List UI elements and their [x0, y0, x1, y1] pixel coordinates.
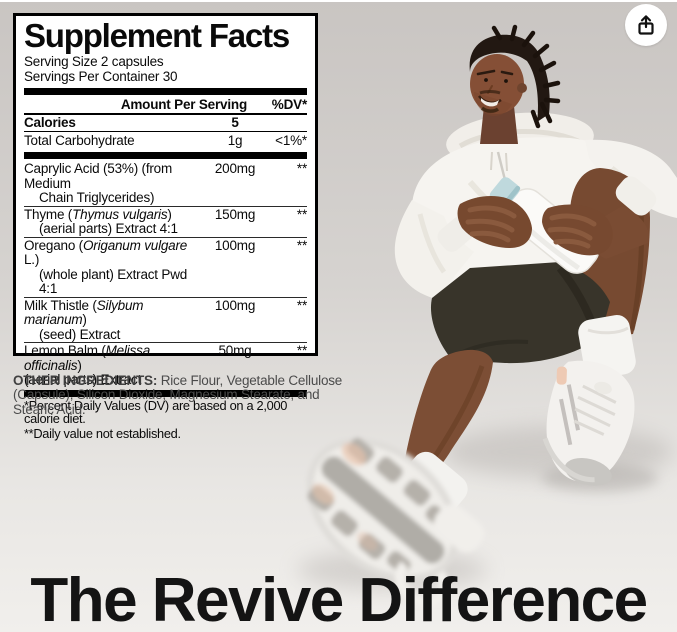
latin-name: Thymus vulgaris [72, 206, 168, 222]
model-figure [306, 24, 677, 608]
divider-bar [24, 88, 307, 95]
name-text: Milk Thistle ( [24, 297, 97, 313]
ingredient-name: Lemon Balm (Melissa officinalis) (aerial… [24, 343, 195, 388]
name-text: Oregano ( [24, 237, 83, 253]
servings-per-container: Servings Per Container 30 [24, 69, 178, 84]
carb-dv: <1%* [275, 133, 307, 148]
ingredient-dv: ** [296, 237, 307, 253]
ingredient-row: Thyme (Thymus vulgaris) (aerial parts) E… [24, 205, 307, 237]
name-line2: (aerial parts) Extract [24, 372, 142, 387]
ingredient-dv: ** [296, 297, 307, 313]
share-button[interactable] [625, 4, 667, 46]
ingredient-dv: ** [296, 161, 307, 176]
ingredient-dv: ** [296, 343, 307, 358]
ingredient-name: Caprylic Acid (53%) (from Medium Chain T… [24, 161, 195, 206]
divider-bar [24, 152, 307, 159]
other-ingredients-label: OTHER INGREDIENTS: [13, 372, 158, 388]
ingredient-name: Milk Thistle (Silybum marianum) (seed) E… [24, 298, 195, 343]
table-header-row: Amount Per Serving %DV* [24, 97, 307, 115]
latin-name: Silybum marianum [24, 297, 144, 327]
divider-bar [24, 389, 307, 397]
carbohydrate-row: Total Carbohydrate 1g <1%* [24, 132, 307, 149]
ingredient-row: Milk Thistle (Silybum marianum) (seed) E… [24, 296, 307, 343]
name-text: ) [77, 357, 82, 373]
name-line2: (whole plant) Extract Pwd 4:1 [39, 266, 188, 296]
name-line2: (aerial parts) Extract 4:1 [39, 221, 178, 236]
calories-label: Calories [24, 115, 76, 130]
panel-title: Supplement Facts [24, 17, 290, 54]
foreground-sneaker [306, 438, 485, 608]
name-text: ) [82, 312, 87, 327]
name-text: L.) [24, 252, 40, 267]
ingredient-row: Lemon Balm (Melissa officinalis) (aerial… [24, 342, 307, 388]
name-line2: Chain Triglycerides) [39, 190, 155, 205]
headline: The Revive Difference [30, 566, 648, 632]
name-text: Lemon Balm ( [24, 343, 106, 358]
name-line2: (seed) Extract [39, 326, 121, 342]
header-dv: %DV* [271, 97, 307, 112]
ingredient-row: Caprylic Acid (53%) (from Medium Chain T… [24, 161, 307, 206]
ingredient-amount: 200mg [214, 161, 256, 176]
latin-name: Melissa officinalis [24, 343, 151, 373]
ingredient-amount: 50mg [218, 343, 252, 358]
ingredient-dv: ** [296, 206, 307, 222]
header-amount: Amount Per Serving [120, 97, 247, 112]
serving-size: Serving Size 2 capsules [24, 54, 164, 69]
ingredient-amount: 100mg [214, 237, 256, 253]
calories-row: Calories 5 [24, 115, 307, 132]
ingredient-amount: 100mg [214, 297, 256, 313]
supplement-facts-panel: Supplement Facts Serving Size 2 capsules… [13, 13, 318, 440]
name-text: Caprylic Acid (53%) (from Medium [24, 161, 173, 191]
carb-label: Total Carbohydrate [24, 133, 135, 148]
footnote-dv: *Percent Daily Values (DV) are based on … [24, 397, 288, 426]
ingredient-name: Oregano (Origanum vulgare L.) (whole pla… [24, 238, 195, 297]
calories-dv-empty [275, 115, 307, 131]
ingredient-name: Thyme (Thymus vulgaris) (aerial parts) E… [24, 207, 195, 237]
calories-value: 5 [231, 115, 239, 130]
name-text: Thyme ( [24, 206, 73, 222]
share-icon [638, 15, 654, 35]
name-text: ) [167, 206, 172, 222]
ingredient-amount: 150mg [214, 206, 256, 222]
footnote-not-established: **Daily value not established. [24, 425, 181, 441]
right-sneaker [542, 360, 635, 486]
carb-amount: 1g [227, 133, 243, 148]
other-ingredients: OTHER INGREDIENTS: Rice Flour, Vegetable… [13, 372, 353, 418]
other-ingredients-text: Rice Flour, Vegetable Cellulose (Capsule… [13, 372, 343, 417]
latin-name: Origanum vulgare [82, 237, 188, 253]
ingredient-row: Oregano (Origanum vulgare L.) (whole pla… [24, 236, 307, 297]
